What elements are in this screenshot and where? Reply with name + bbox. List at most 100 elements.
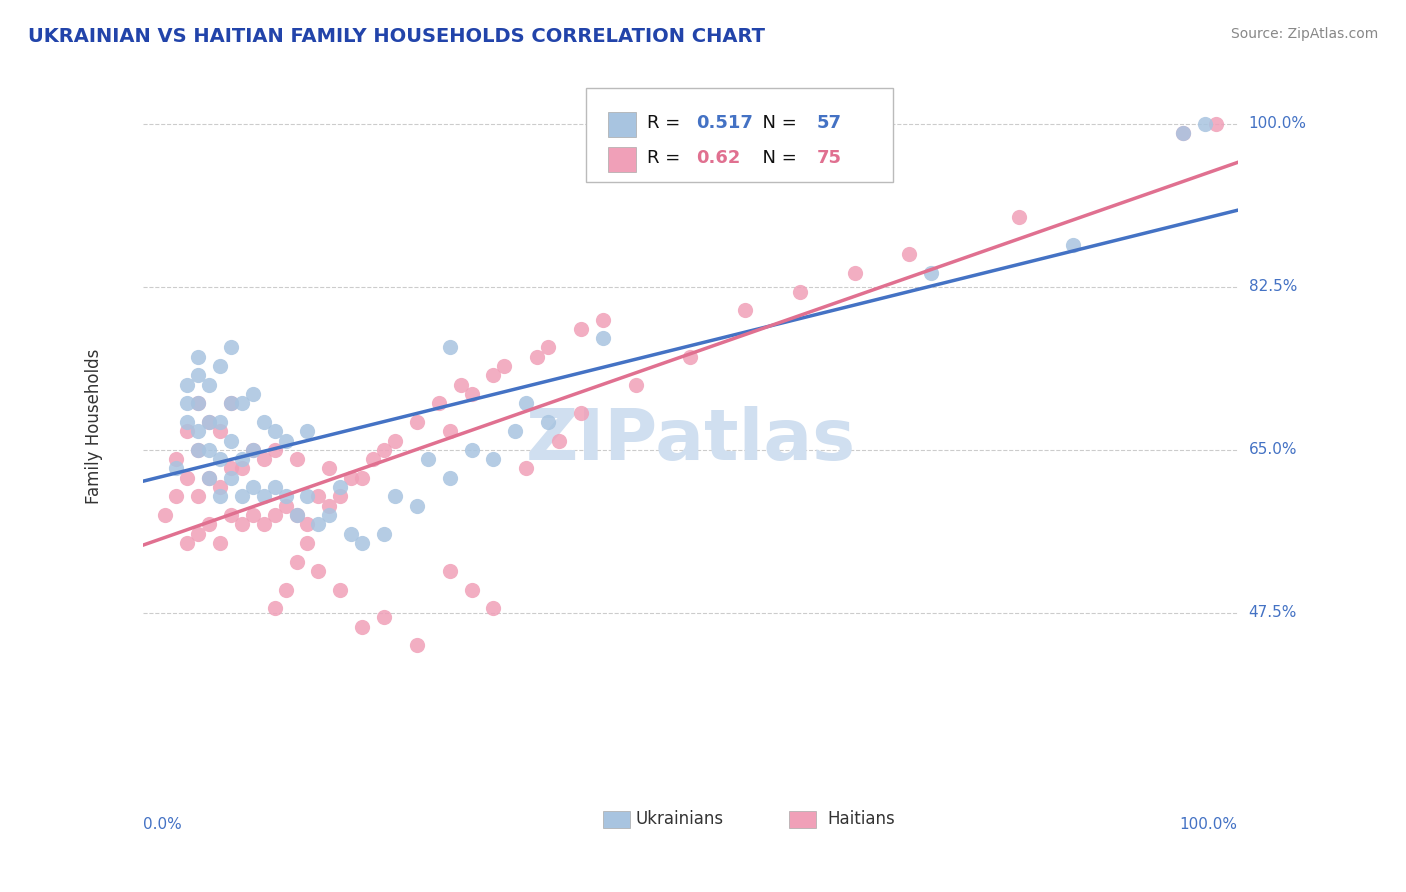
Point — [187, 442, 209, 457]
Point — [439, 424, 461, 438]
Point — [1194, 117, 1216, 131]
Point — [482, 601, 505, 615]
Point — [352, 536, 374, 550]
Point — [373, 610, 395, 624]
Point — [187, 424, 209, 438]
Point — [1171, 126, 1194, 140]
Point — [176, 424, 198, 438]
Point — [187, 442, 209, 457]
Point — [187, 350, 209, 364]
Point — [231, 452, 253, 467]
Point — [231, 517, 253, 532]
Point — [208, 452, 231, 467]
Point — [242, 442, 264, 457]
Point — [406, 415, 429, 429]
Text: 100.0%: 100.0% — [1180, 817, 1237, 832]
Point — [253, 490, 276, 504]
Point — [219, 341, 242, 355]
Point — [373, 442, 395, 457]
Text: 0.62: 0.62 — [696, 149, 741, 167]
Point — [253, 415, 276, 429]
Point — [263, 601, 285, 615]
Point — [219, 508, 242, 522]
Point — [155, 508, 177, 522]
Point — [406, 639, 429, 653]
Point — [361, 452, 384, 467]
Point — [526, 350, 548, 364]
Text: 75: 75 — [817, 149, 841, 167]
Point — [165, 461, 187, 475]
Point — [176, 377, 198, 392]
Point — [734, 303, 756, 318]
Point — [482, 368, 505, 383]
Point — [198, 377, 221, 392]
Point — [187, 396, 209, 410]
Point — [187, 490, 209, 504]
Point — [231, 396, 253, 410]
Point — [844, 266, 866, 280]
Text: 0.0%: 0.0% — [143, 817, 183, 832]
Point — [219, 434, 242, 448]
Point — [208, 415, 231, 429]
Point — [307, 564, 329, 578]
FancyBboxPatch shape — [609, 112, 636, 136]
Point — [285, 452, 308, 467]
Point — [1205, 117, 1227, 131]
Point — [439, 564, 461, 578]
FancyBboxPatch shape — [609, 147, 636, 171]
Point — [789, 285, 811, 299]
Point — [231, 461, 253, 475]
Point — [920, 266, 942, 280]
Point — [176, 415, 198, 429]
Point — [460, 387, 482, 401]
FancyBboxPatch shape — [586, 88, 893, 182]
Point — [297, 424, 319, 438]
Point — [569, 406, 592, 420]
Text: 100.0%: 100.0% — [1249, 117, 1306, 131]
Point — [219, 396, 242, 410]
FancyBboxPatch shape — [789, 811, 817, 828]
Point — [198, 471, 221, 485]
Point — [384, 434, 406, 448]
Point — [285, 508, 308, 522]
Point — [219, 396, 242, 410]
Point — [274, 499, 297, 513]
Point — [340, 526, 363, 541]
Point — [176, 536, 198, 550]
Point — [460, 442, 482, 457]
Point — [318, 508, 340, 522]
Point — [208, 424, 231, 438]
Text: Family Households: Family Households — [86, 349, 103, 504]
Point — [482, 452, 505, 467]
Point — [318, 461, 340, 475]
Point — [450, 377, 472, 392]
Point — [494, 359, 516, 373]
Point — [198, 415, 221, 429]
Text: UKRAINIAN VS HAITIAN FAMILY HOUSEHOLDS CORRELATION CHART: UKRAINIAN VS HAITIAN FAMILY HOUSEHOLDS C… — [28, 27, 765, 45]
Point — [592, 331, 614, 345]
Point — [416, 452, 439, 467]
Point — [329, 582, 352, 597]
Point — [307, 517, 329, 532]
Point — [219, 461, 242, 475]
Point — [208, 490, 231, 504]
Point — [253, 452, 276, 467]
Point — [898, 247, 921, 261]
Point — [274, 582, 297, 597]
Point — [208, 359, 231, 373]
Text: Source: ZipAtlas.com: Source: ZipAtlas.com — [1230, 27, 1378, 41]
Point — [537, 415, 560, 429]
Point — [208, 536, 231, 550]
Text: 65.0%: 65.0% — [1249, 442, 1298, 458]
Point — [242, 442, 264, 457]
Point — [242, 508, 264, 522]
Point — [274, 490, 297, 504]
Point — [548, 434, 571, 448]
Point — [679, 350, 702, 364]
Point — [427, 396, 450, 410]
Point — [198, 517, 221, 532]
Point — [352, 471, 374, 485]
Point — [340, 471, 363, 485]
Point — [187, 368, 209, 383]
Text: Ukrainians: Ukrainians — [636, 810, 724, 828]
